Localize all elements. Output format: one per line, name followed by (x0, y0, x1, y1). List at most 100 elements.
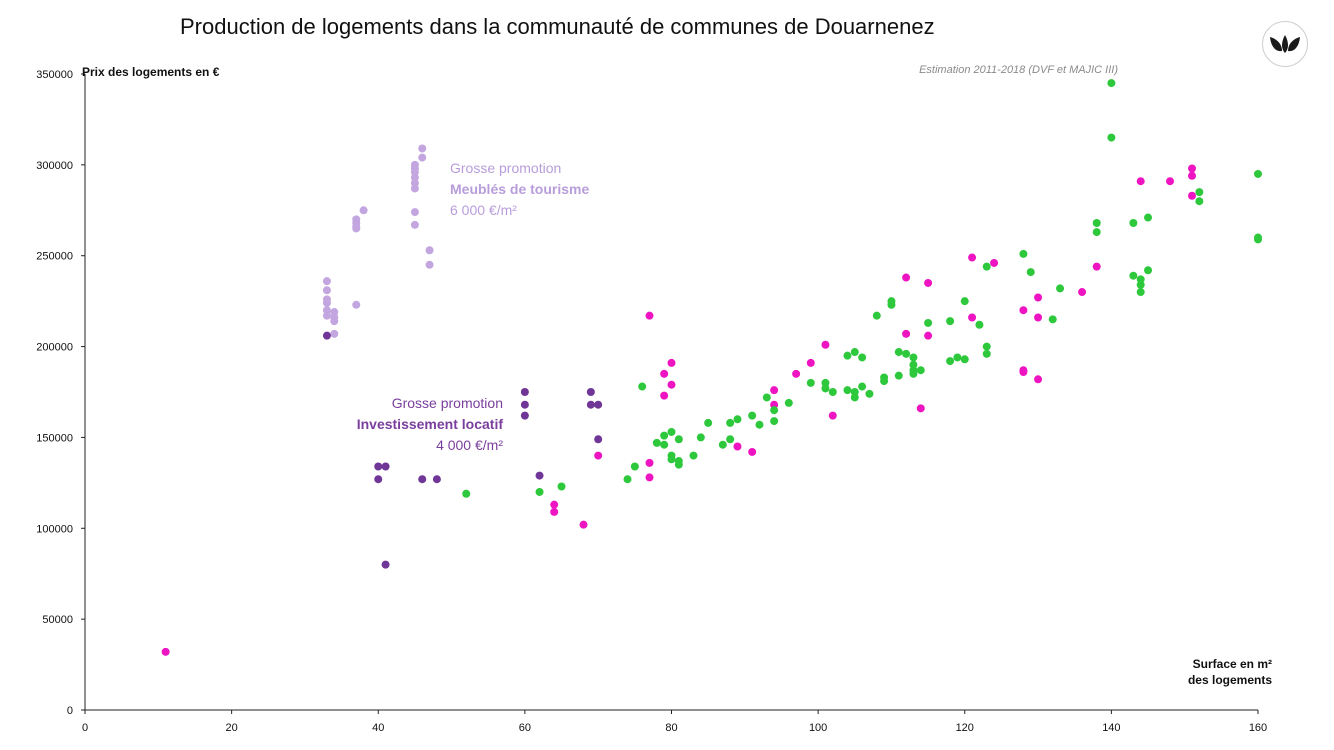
scatter-point-series-2 (792, 369, 801, 378)
scatter-point-series-2 (645, 458, 654, 467)
scatter-point-series-2 (902, 329, 911, 338)
scatter-point-series-3 (1026, 268, 1035, 277)
scatter-point-series-2 (1078, 288, 1087, 297)
scatter-point-series-3 (733, 415, 742, 424)
scatter-point-series-3 (1136, 288, 1145, 297)
scatter-point-series-3 (902, 349, 911, 358)
scatter-point-series-3 (1136, 280, 1145, 289)
scatter-point-series-3 (1048, 315, 1057, 324)
y-tick-label: 100000 (36, 523, 73, 535)
scatter-point-series-3 (946, 357, 955, 366)
x-tick-label: 140 (1102, 722, 1120, 734)
annotation-meubles-line: Meublés de tourisme (450, 181, 590, 197)
scatter-point-series-3 (770, 406, 779, 415)
scatter-point-series-2 (660, 391, 669, 400)
scatter-point-series-3 (557, 482, 566, 491)
scatter-point-series-2 (1188, 164, 1197, 173)
leaf-logo-icon (1270, 35, 1300, 53)
scatter-point-series-2 (748, 447, 757, 456)
scatter-point-series-3 (880, 377, 889, 386)
scatter-point-series-3 (1056, 284, 1065, 293)
scatter-point-series-1 (432, 475, 441, 484)
scatter-point-series-1 (520, 400, 529, 409)
scatter-point-series-3 (755, 420, 764, 429)
scatter-point-series-1 (520, 388, 529, 396)
scatter-point-series-1 (586, 400, 595, 409)
scatter-point-series-3 (770, 417, 779, 426)
x-axis-label: Surface en m² des logements (1132, 656, 1272, 688)
y-tick-label: 0 (67, 705, 73, 717)
scatter-point-series-0 (410, 220, 419, 229)
scatter-point-series-3 (696, 433, 705, 442)
scatter-point-series-2 (1188, 171, 1197, 180)
scatter-point-series-0 (425, 260, 434, 269)
scatter-point-series-3 (535, 487, 544, 496)
scatter-point-series-3 (1107, 133, 1116, 142)
scatter-point-series-2 (550, 500, 559, 509)
scatter-point-series-0 (410, 184, 419, 193)
scatter-point-series-3 (652, 438, 661, 447)
scatter-point-series-2 (968, 313, 977, 322)
annotation-invest-line: Investissement locatif (356, 416, 503, 432)
scatter-point-series-1 (374, 475, 383, 484)
scatter-point-series-3 (1195, 188, 1204, 197)
y-tick-label: 200000 (36, 342, 73, 354)
scatter-point-series-3 (1129, 271, 1138, 280)
scatter-point-series-0 (359, 206, 368, 215)
scatter-point-series-2 (667, 358, 676, 367)
scatter-point-series-3 (982, 349, 991, 358)
scatter-point-series-2 (770, 386, 779, 395)
scatter-point-series-0 (410, 208, 419, 217)
scatter-point-series-2 (550, 507, 559, 516)
scatter-point-series-0 (425, 246, 434, 255)
chart-title: Production de logements dans la communau… (180, 14, 935, 39)
scatter-point-series-0 (330, 329, 339, 338)
logo (1262, 21, 1308, 67)
scatter-point-series-2 (579, 520, 588, 529)
x-tick-label: 60 (519, 722, 531, 734)
scatter-point-series-3 (630, 462, 639, 471)
scatter-point-series-0 (330, 317, 339, 326)
scatter-point-series-3 (982, 342, 991, 351)
scatter-point-series-3 (660, 440, 669, 449)
scatter-point-series-3 (960, 355, 969, 364)
scatter-point-series-0 (322, 277, 331, 286)
annotation-invest-line: 4 000 €/m² (436, 437, 503, 453)
x-axis-label-line-2: des logements (1187, 673, 1272, 687)
scatter-point-series-3 (784, 398, 793, 407)
annotation-investissement-locatif: Grosse promotion Investissement locatif … (300, 393, 503, 456)
scatter-point-series-2 (1092, 262, 1101, 271)
scatter-point-series-2 (1034, 313, 1043, 322)
scatter-point-series-1 (520, 411, 529, 420)
scatter-point-series-2 (161, 647, 170, 656)
scatter-point-series-3 (887, 300, 896, 309)
scatter-point-series-1 (594, 435, 603, 444)
scatter-point-series-0 (418, 153, 427, 162)
scatter-point-series-1 (586, 388, 595, 396)
scatter-point-series-2 (660, 369, 669, 378)
scatter-point-series-2 (916, 404, 925, 413)
scatter-point-series-3 (821, 384, 830, 393)
scatter-point-series-2 (1188, 191, 1197, 200)
chart-subtitle: Estimation 2011-2018 (DVF et MAJIC III) (919, 64, 1118, 76)
scatter-point-series-3 (1092, 219, 1101, 228)
scatter-point-series-3 (806, 378, 815, 387)
scatter-point-series-3 (718, 440, 727, 449)
scatter-point-series-3 (1129, 219, 1138, 228)
scatter-point-series-3 (1254, 169, 1262, 178)
scatter-point-series-2 (902, 273, 911, 282)
scatter-point-series-2 (968, 253, 977, 262)
scatter-point-series-1 (535, 471, 544, 480)
scatter-point-series-3 (872, 311, 881, 320)
scatter-point-series-2 (1034, 375, 1043, 384)
scatter-point-series-3 (1092, 228, 1101, 237)
y-tick-label: 150000 (36, 432, 73, 444)
scatter-point-series-2 (806, 358, 815, 367)
scatter-point-series-2 (667, 380, 676, 389)
scatter-point-series-1 (594, 400, 603, 409)
scatter-point-series-2 (828, 411, 837, 420)
scatter-point-series-3 (924, 318, 933, 327)
scatter-point-series-2 (990, 258, 999, 267)
annotation-meubles-tourisme: Grosse promotion Meublés de tourisme 6 0… (450, 158, 589, 221)
scatter-point-series-3 (843, 386, 852, 395)
